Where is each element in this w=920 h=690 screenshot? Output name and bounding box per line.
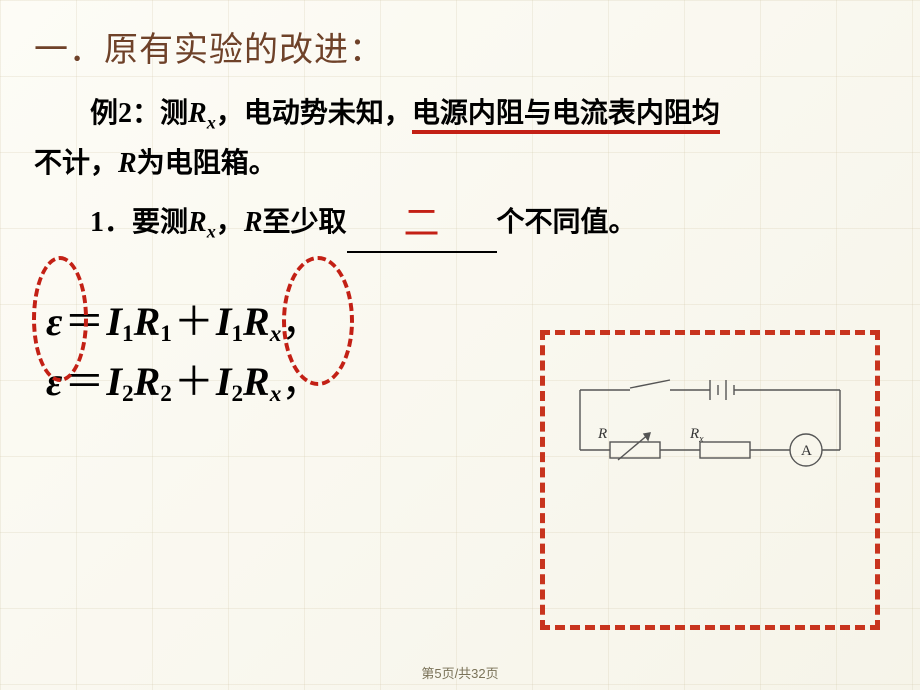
text-ce: 测 xyxy=(160,98,188,129)
underlined-phrase: 电源内阻与电流表内阻均 xyxy=(412,98,720,134)
circuit-dashed-frame xyxy=(540,330,880,630)
eq1-comma: ， xyxy=(281,299,321,344)
eq2-I2-sub: 2 xyxy=(122,381,134,407)
item1-d: 个不同值。 xyxy=(497,207,637,238)
var-rx2-r: R xyxy=(188,207,207,238)
eq2-I2: I xyxy=(106,359,122,404)
var-rx-sub: x xyxy=(207,113,216,133)
eq2-Rx-sub: x xyxy=(270,381,282,407)
eq1-I1b-sub: 1 xyxy=(231,321,243,347)
eq2-eq: ＝ xyxy=(62,359,106,404)
eq2-I2b: I xyxy=(216,359,232,404)
section-heading: 一．原有实验的改进： xyxy=(34,22,886,71)
eq1-I1: I xyxy=(106,299,122,344)
text-line2a: 不计， xyxy=(34,148,118,179)
text-emf: ，电动势未知， xyxy=(216,98,412,129)
item1-c: 至少取 xyxy=(263,207,347,238)
var-r2: R xyxy=(244,207,263,238)
eq2-eps: ε xyxy=(46,359,62,404)
blank-answer: 二 xyxy=(404,203,440,243)
eq1-R1: R xyxy=(134,299,161,344)
eq2-R2: R xyxy=(134,359,161,404)
circuit-region: R Rx A xyxy=(540,330,880,630)
eq1-I1b: I xyxy=(216,299,232,344)
eq2-R2-sub: 2 xyxy=(160,381,172,407)
eq1-eps: ε xyxy=(46,299,62,344)
var-rx2-sub: x xyxy=(207,222,216,242)
eq2-Rx: R xyxy=(243,359,270,404)
example-paragraph: 例2：测Rx，电动势未知，电源内阻与电流表内阻均 不计，R为电阻箱。 1．要测R… xyxy=(34,89,886,253)
var-r: R xyxy=(118,148,137,179)
eq1-Rx: R xyxy=(243,299,270,344)
eq2-comma: ， xyxy=(281,359,321,404)
eq1-R1-sub: 1 xyxy=(160,321,172,347)
eq2-plus: ＋ xyxy=(172,359,216,404)
fill-blank: 二 xyxy=(347,188,497,253)
var-rx-r: R xyxy=(188,98,207,129)
eq1-I1-sub: 1 xyxy=(122,321,134,347)
item1-a: 要测 xyxy=(132,207,188,238)
eq2-I2b-sub: 2 xyxy=(231,381,243,407)
eq1-Rx-sub: x xyxy=(270,321,282,347)
item1-num: 1． xyxy=(90,207,132,238)
item1-b: ， xyxy=(216,207,244,238)
eq1-eq: ＝ xyxy=(62,299,106,344)
text-line2b: 为电阻箱。 xyxy=(137,148,277,179)
page-indicator: 第5页/共32页 xyxy=(0,663,920,682)
example-label: 例2： xyxy=(90,98,160,129)
eq1-plus: ＋ xyxy=(172,299,216,344)
